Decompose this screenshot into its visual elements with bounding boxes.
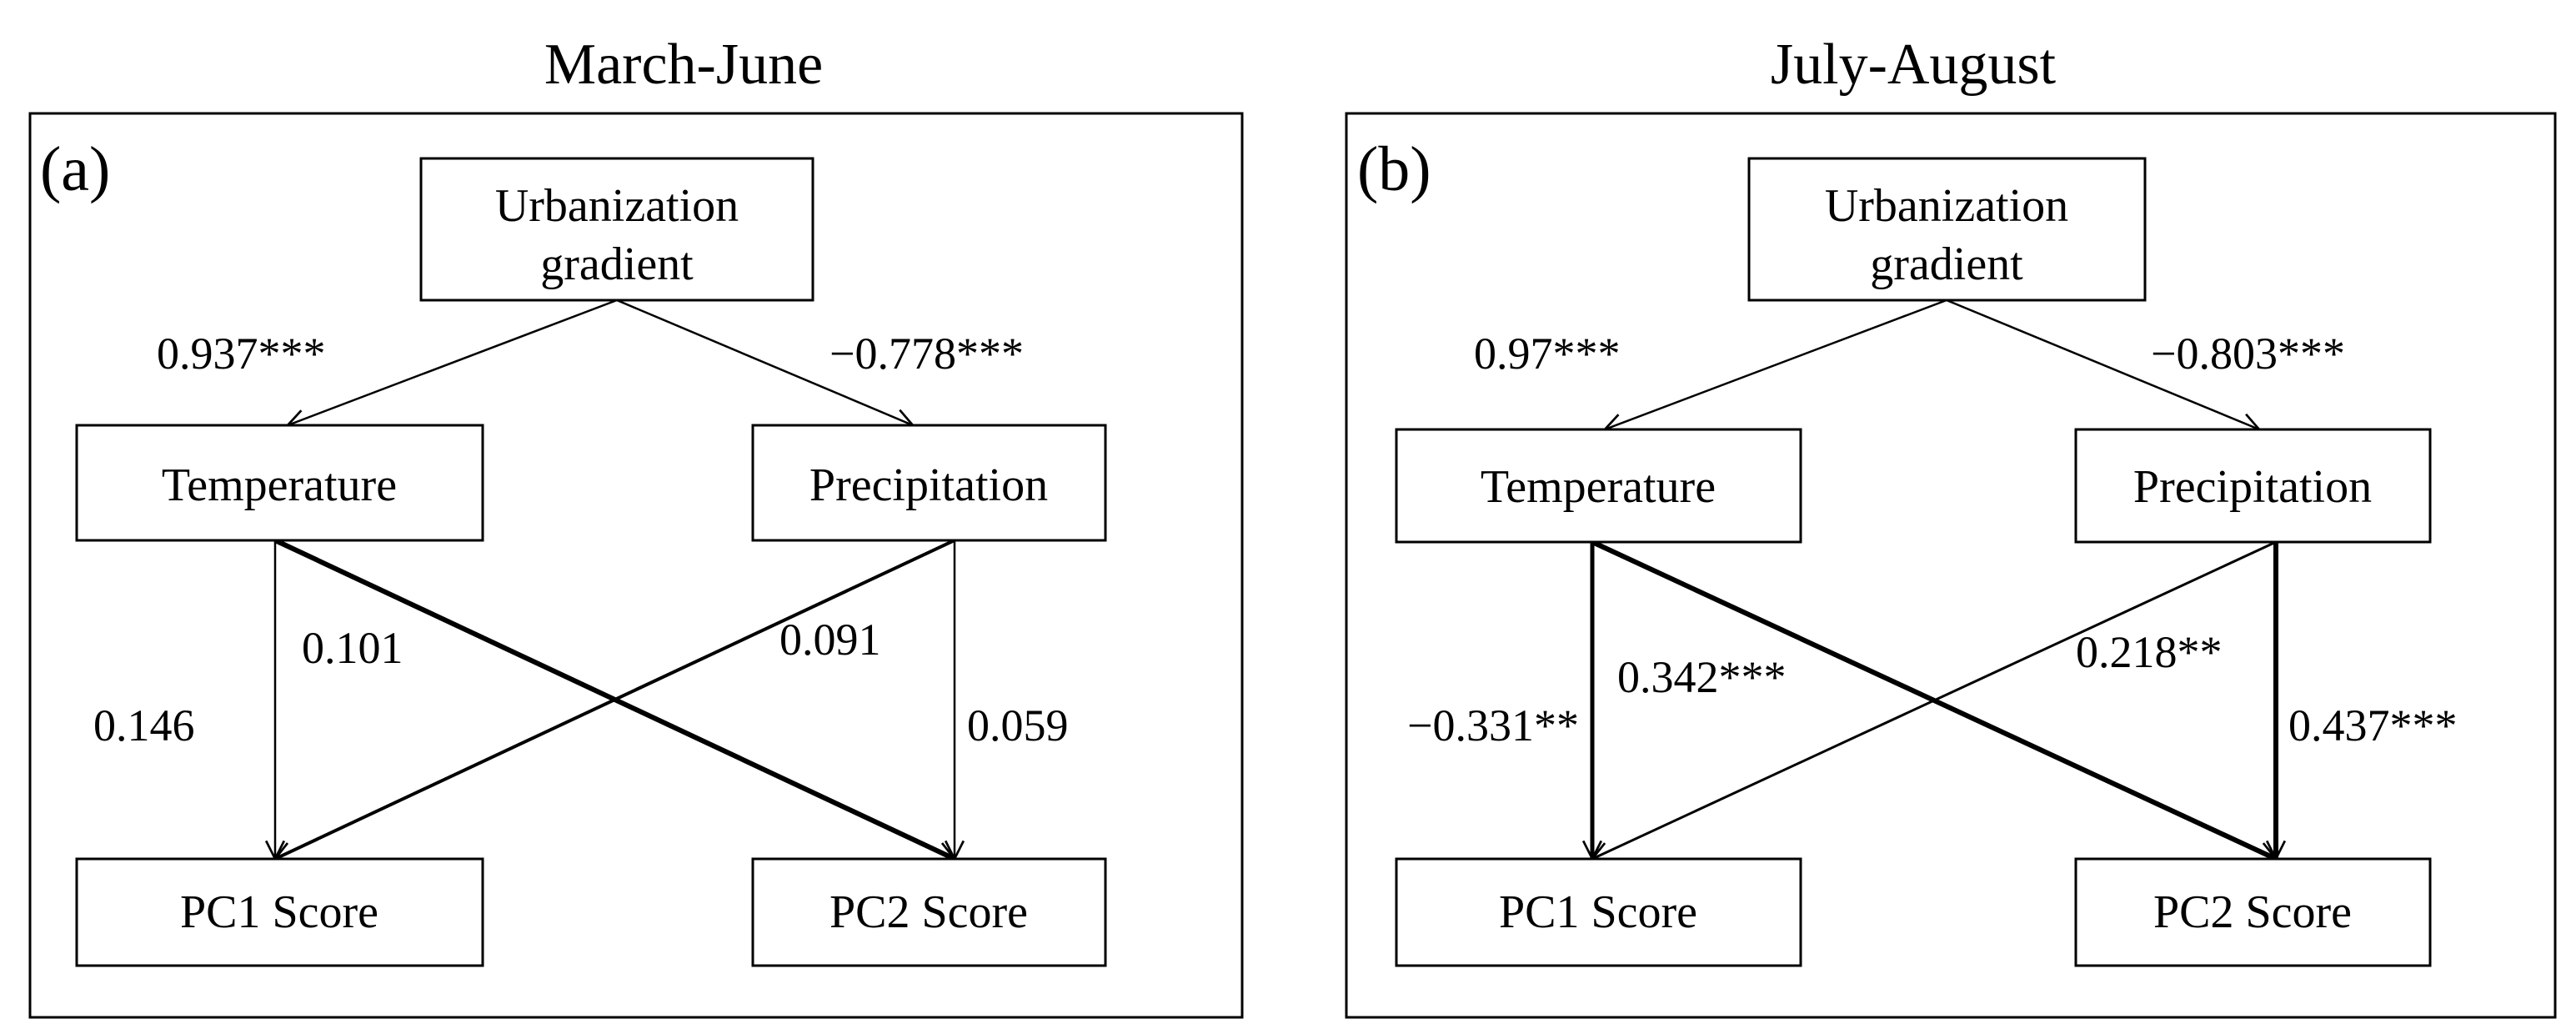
node-precipitation-label: Precipitation [809, 459, 1048, 511]
coef-urb-temp: 0.97*** [1474, 329, 1621, 379]
node-pc1-score: PC1 Score [75, 857, 484, 967]
coef-precip-pc1: 0.218** [2076, 627, 2223, 677]
node-urbanization-line1: Urbanization [1825, 180, 2068, 232]
node-temperature: Temperature [1395, 428, 1802, 544]
coef-precip-pc2: 0.059 [967, 700, 1069, 750]
node-temperature-label: Temperature [162, 459, 397, 511]
node-precipitation: Precipitation [2074, 428, 2432, 544]
node-pc2-score: PC2 Score [751, 857, 1107, 967]
node-pc1-score: PC1 Score [1395, 857, 1802, 967]
panel-b-frame [1345, 112, 2557, 1019]
coef-temp-pc2: 0.101 [302, 623, 403, 673]
node-pc2-label: PC2 Score [2153, 886, 2352, 938]
coef-temp-pc1: −0.331** [1407, 700, 1579, 750]
panel-b-tag: (b) [1357, 134, 1431, 204]
node-pc2-label: PC2 Score [829, 886, 1028, 938]
node-urbanization-line1: Urbanization [495, 180, 739, 232]
panel-a: March-June (a) Urbanization gradient Tem… [28, 33, 1244, 1019]
coef-urb-temp: 0.937*** [157, 329, 326, 379]
panel-a-frame [28, 112, 1244, 1019]
arrow-precipitation-to-pc1 [275, 539, 955, 859]
node-urbanization-gradient: Urbanization gradient [419, 157, 814, 302]
panel-b-title: July-August [1771, 33, 2057, 97]
coef-temp-pc2: 0.342*** [1617, 652, 1787, 702]
arrow-urbanization-to-precipitation [616, 299, 913, 425]
coef-temp-pc1: 0.146 [93, 700, 195, 750]
coef-urb-precip: −0.778*** [829, 329, 1024, 379]
node-temperature-label: Temperature [1481, 461, 1716, 513]
coef-urb-precip: −0.803*** [2151, 329, 2345, 379]
coef-precip-pc2: 0.437*** [2288, 700, 2458, 750]
node-urbanization-line2: gradient [540, 238, 694, 290]
arrow-precipitation-to-pc1 [1592, 540, 2277, 859]
arrow-urbanization-to-temperature [1605, 299, 1947, 429]
arrow-urbanization-to-precipitation [1946, 299, 2259, 429]
node-pc1-label: PC1 Score [1499, 886, 1697, 938]
panel-a-tag: (a) [40, 134, 110, 204]
arrow-urbanization-to-temperature [288, 299, 618, 425]
node-precipitation-label: Precipitation [2133, 461, 2372, 513]
node-urbanization-gradient: Urbanization gradient [1747, 157, 2147, 302]
node-precipitation: Precipitation [751, 424, 1107, 542]
node-urbanization-line2: gradient [1870, 238, 2023, 290]
node-temperature: Temperature [75, 424, 484, 542]
coef-precip-pc1: 0.091 [779, 615, 881, 665]
panel-b: July-August (b) Urbanization gradient Te… [1345, 33, 2557, 1019]
node-pc1-label: PC1 Score [180, 886, 378, 938]
node-pc2-score: PC2 Score [2074, 857, 2432, 967]
panel-a-title: March-June [544, 33, 823, 97]
